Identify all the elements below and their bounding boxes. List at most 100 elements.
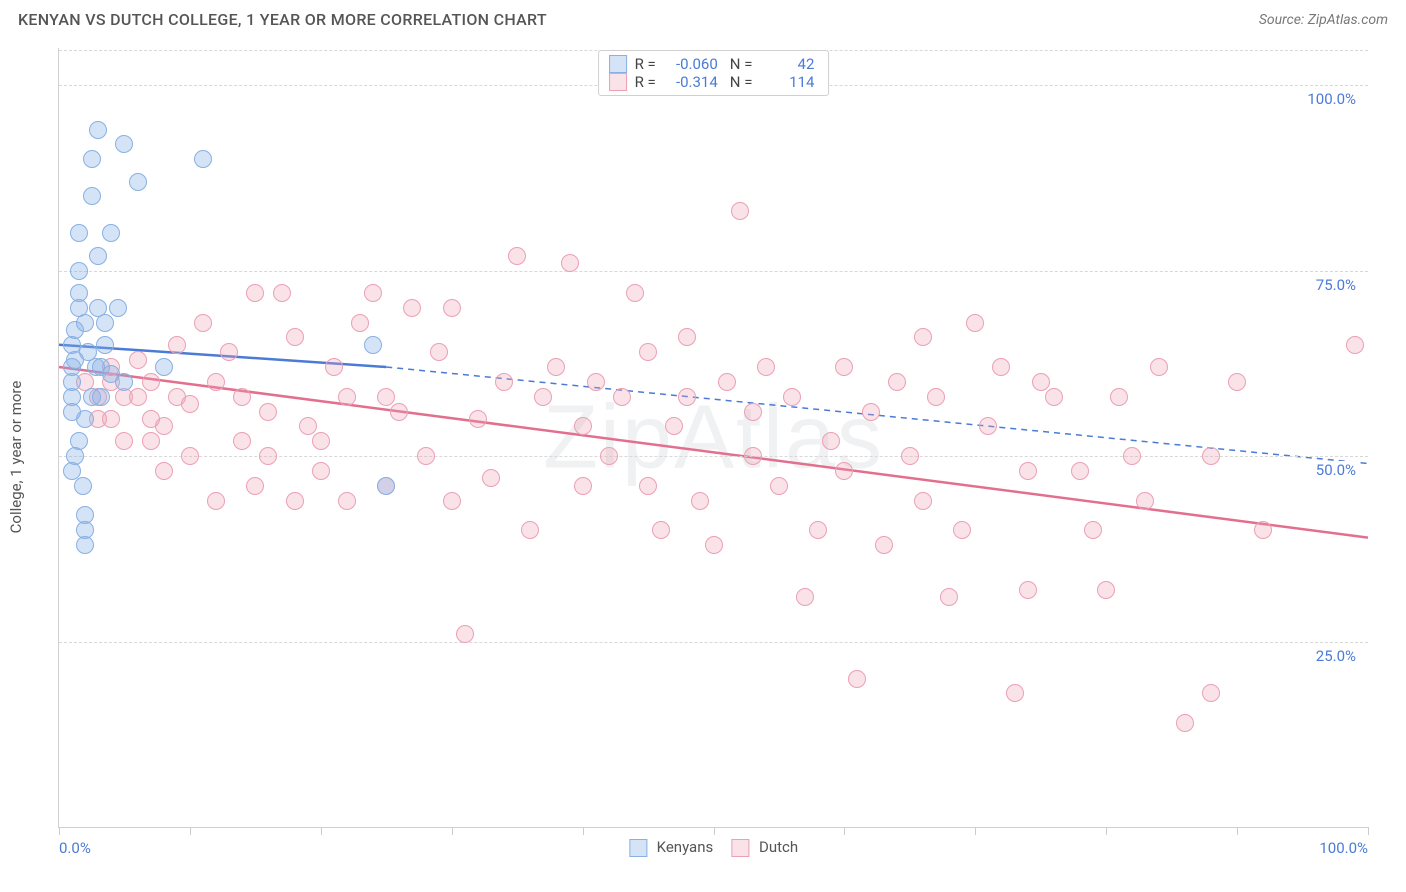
n-label: N = <box>730 55 753 73</box>
scatter-point <box>220 343 238 361</box>
scatter-point <box>181 395 199 413</box>
scatter-point <box>377 388 395 406</box>
scatter-point <box>731 202 749 220</box>
source-label: Source: ZipAtlas.com <box>1259 12 1388 28</box>
scatter-point <box>155 417 173 435</box>
scatter-point <box>1032 373 1050 391</box>
gridline <box>59 456 1368 457</box>
gridline <box>59 642 1368 643</box>
scatter-point <box>940 588 958 606</box>
scatter-point <box>443 299 461 317</box>
scatter-point <box>705 536 723 554</box>
scatter-point <box>901 447 919 465</box>
scatter-point <box>233 388 251 406</box>
scatter-point <box>273 284 291 302</box>
scatter-point <box>914 328 932 346</box>
scatter-point <box>1045 388 1063 406</box>
scatter-point <box>83 150 101 168</box>
xtick <box>1106 827 1107 835</box>
scatter-point <box>1346 336 1364 354</box>
scatter-point <box>1202 684 1220 702</box>
scatter-point <box>115 135 133 153</box>
scatter-point <box>194 150 212 168</box>
scatter-point <box>888 373 906 391</box>
scatter-point <box>76 410 94 428</box>
r-value-kenyans: -0.060 <box>668 55 718 73</box>
scatter-point <box>495 373 513 391</box>
legend-item-dutch: Dutch <box>731 838 798 857</box>
scatter-point <box>992 358 1010 376</box>
scatter-point <box>129 351 147 369</box>
scatter-point <box>87 358 105 376</box>
r-label: R = <box>635 55 656 73</box>
scatter-point <box>194 314 212 332</box>
r-value-dutch: -0.314 <box>668 73 718 91</box>
scatter-point <box>521 521 539 539</box>
scatter-point <box>417 447 435 465</box>
scatter-point <box>207 373 225 391</box>
scatter-point <box>953 521 971 539</box>
xtick <box>321 827 322 835</box>
scatter-point <box>783 388 801 406</box>
scatter-point <box>691 492 709 510</box>
scatter-point <box>181 447 199 465</box>
scatter-point <box>76 314 94 332</box>
scatter-point <box>155 358 173 376</box>
xtick-label-left: 0.0% <box>59 839 91 857</box>
scatter-point <box>430 343 448 361</box>
scatter-point <box>678 388 696 406</box>
xtick <box>1237 827 1238 835</box>
xtick <box>583 827 584 835</box>
legend-item-kenyans: Kenyans <box>629 838 713 857</box>
scatter-point <box>482 469 500 487</box>
scatter-point <box>259 447 277 465</box>
scatter-point <box>443 492 461 510</box>
scatter-point <box>835 462 853 480</box>
n-value-kenyans: 42 <box>764 55 814 73</box>
scatter-point <box>207 492 225 510</box>
scatter-point <box>744 447 762 465</box>
scatter-point <box>89 247 107 265</box>
legend-label-kenyans: Kenyans <box>657 838 714 856</box>
series-legend: Kenyans Dutch <box>629 838 798 857</box>
scatter-point <box>325 358 343 376</box>
scatter-point <box>115 373 133 391</box>
scatter-point <box>74 477 92 495</box>
scatter-point <box>83 187 101 205</box>
scatter-point <box>822 432 840 450</box>
scatter-point <box>1110 388 1128 406</box>
xtick <box>975 827 976 835</box>
scatter-point <box>534 388 552 406</box>
scatter-point <box>259 403 277 421</box>
scatter-point <box>92 388 110 406</box>
scatter-point <box>1228 373 1246 391</box>
scatter-point <box>390 403 408 421</box>
legend-row-dutch: R = -0.314 N = 114 <box>609 73 819 91</box>
scatter-point <box>109 299 127 317</box>
yaxis-label: College, 1 year or more <box>7 381 25 534</box>
scatter-point <box>770 477 788 495</box>
swatch-kenyans-icon <box>609 55 627 73</box>
scatter-point <box>377 477 395 495</box>
legend-label-dutch: Dutch <box>759 838 798 856</box>
scatter-point <box>299 417 317 435</box>
scatter-point <box>155 462 173 480</box>
scatter-point <box>1019 462 1037 480</box>
scatter-point <box>574 477 592 495</box>
scatter-point <box>456 625 474 643</box>
r-label: R = <box>635 73 656 91</box>
scatter-point <box>70 432 88 450</box>
scatter-point <box>142 432 160 450</box>
scatter-point <box>809 521 827 539</box>
scatter-point <box>979 417 997 435</box>
scatter-point <box>796 588 814 606</box>
scatter-point <box>1019 581 1037 599</box>
plot-area: ZipAtlas R = -0.060 N = 42 R = -0.314 N … <box>58 48 1368 828</box>
gridline <box>59 271 1368 272</box>
scatter-point <box>665 417 683 435</box>
scatter-point <box>70 224 88 242</box>
xtick <box>190 827 191 835</box>
scatter-point <box>848 670 866 688</box>
ytick-label: 50.0% <box>1312 461 1360 479</box>
scatter-point <box>1202 447 1220 465</box>
